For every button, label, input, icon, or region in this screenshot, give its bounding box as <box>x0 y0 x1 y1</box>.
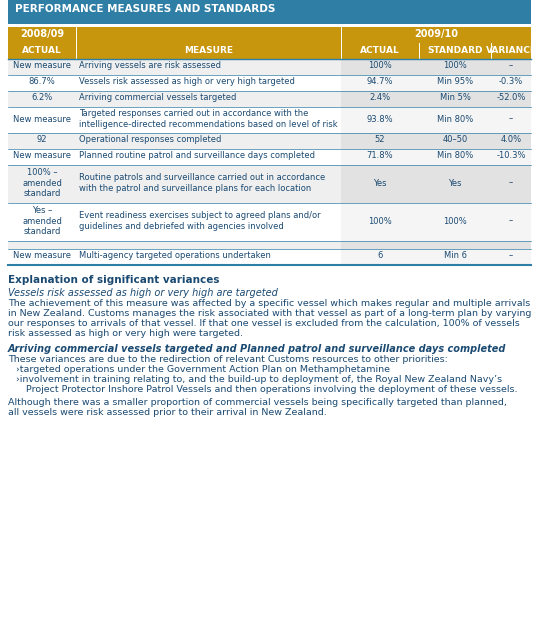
Text: 100%: 100% <box>368 216 392 225</box>
Text: Arriving commercial vessels targeted and Planned patrol and surveillance days co: Arriving commercial vessels targeted and… <box>8 344 506 354</box>
Bar <box>341 241 531 249</box>
Bar <box>8 27 531 43</box>
Text: in New Zealand. Customs manages the risk associated with that vessel as part of : in New Zealand. Customs manages the risk… <box>8 309 531 318</box>
Text: Min 80%: Min 80% <box>437 115 473 123</box>
Text: Explanation of significant variances: Explanation of significant variances <box>8 275 219 285</box>
Text: 100%: 100% <box>368 61 392 70</box>
Text: The achievement of this measure was affected by a specific vessel which makes re: The achievement of this measure was affe… <box>8 299 530 308</box>
Bar <box>8 241 531 249</box>
Text: 2009/10: 2009/10 <box>414 29 458 39</box>
Text: ACTUAL: ACTUAL <box>22 46 62 55</box>
Text: Arriving vessels are risk assessed: Arriving vessels are risk assessed <box>79 61 221 70</box>
Text: 100%: 100% <box>443 216 467 225</box>
Bar <box>341 165 531 203</box>
Text: –: – <box>509 61 513 70</box>
Text: VARIANCE: VARIANCE <box>486 46 536 55</box>
Bar <box>8 59 531 75</box>
Text: 71.8%: 71.8% <box>367 151 393 161</box>
Text: Arriving commercial vessels targeted: Arriving commercial vessels targeted <box>79 94 237 103</box>
Text: Min 80%: Min 80% <box>437 151 473 161</box>
Text: 40–50: 40–50 <box>443 135 468 144</box>
Text: 93.8%: 93.8% <box>367 115 393 123</box>
Text: –: – <box>509 115 513 123</box>
Text: -52.0%: -52.0% <box>496 94 526 103</box>
Text: Min 6: Min 6 <box>444 251 466 261</box>
Bar <box>8 249 531 265</box>
Text: New measure: New measure <box>13 115 71 123</box>
Bar <box>341 75 531 91</box>
Bar <box>341 149 531 165</box>
Text: 86.7%: 86.7% <box>29 77 56 87</box>
Text: PERFORMANCE MEASURES AND STANDARDS: PERFORMANCE MEASURES AND STANDARDS <box>15 4 275 14</box>
Text: STANDARD: STANDARD <box>427 46 483 55</box>
Text: Min 95%: Min 95% <box>437 77 473 87</box>
Text: 2008/09: 2008/09 <box>20 29 64 39</box>
Text: Event readiness exercises subject to agreed plans and/or
guidelines and debriefe: Event readiness exercises subject to agr… <box>79 211 321 230</box>
Bar <box>8 75 531 91</box>
Bar <box>8 133 531 149</box>
Text: Project Protector Inshore Patrol Vessels and then operations involving the deplo: Project Protector Inshore Patrol Vessels… <box>26 385 517 394</box>
Text: all vessels were risk assessed prior to their arrival in New Zealand.: all vessels were risk assessed prior to … <box>8 408 327 417</box>
Text: Yes: Yes <box>448 179 462 187</box>
Bar <box>341 249 531 265</box>
Text: These variances are due to the redirection of relevant Customs resources to othe: These variances are due to the redirecti… <box>8 355 448 364</box>
Text: –: – <box>509 179 513 187</box>
Text: 6: 6 <box>377 251 383 261</box>
Text: 6.2%: 6.2% <box>31 94 53 103</box>
Text: –: – <box>509 216 513 225</box>
Text: 94.7%: 94.7% <box>367 77 393 87</box>
Text: ›involvement in training relating to, and the build-up to deployment of, the Roy: ›involvement in training relating to, an… <box>16 375 502 384</box>
Text: Min 5%: Min 5% <box>440 94 471 103</box>
Text: MEASURE: MEASURE <box>184 46 233 55</box>
Text: New measure: New measure <box>13 251 71 261</box>
Text: ACTUAL: ACTUAL <box>360 46 400 55</box>
Text: Vessels risk assessed as high or very high are targeted: Vessels risk assessed as high or very hi… <box>8 288 278 298</box>
Text: Routine patrols and surveillance carried out in accordance
with the patrol and s: Routine patrols and surveillance carried… <box>79 173 325 192</box>
Text: 100% –
amended
standard: 100% – amended standard <box>22 168 62 198</box>
Bar <box>8 203 531 241</box>
Text: risk assessed as high or very high were targeted.: risk assessed as high or very high were … <box>8 329 243 338</box>
Text: Multi-agency targeted operations undertaken: Multi-agency targeted operations underta… <box>79 251 271 261</box>
Bar <box>8 165 531 203</box>
Bar <box>341 107 531 133</box>
Text: 2.4%: 2.4% <box>369 94 391 103</box>
Text: -10.3%: -10.3% <box>496 151 526 161</box>
Text: 92: 92 <box>37 135 47 144</box>
Bar <box>8 0 531 24</box>
Bar <box>341 203 531 241</box>
Text: New measure: New measure <box>13 61 71 70</box>
Text: Operational responses completed: Operational responses completed <box>79 135 222 144</box>
Text: Although there was a smaller proportion of commercial vessels being specifically: Although there was a smaller proportion … <box>8 398 507 407</box>
Text: our responses to arrivals of that vessel. If that one vessel is excluded from th: our responses to arrivals of that vessel… <box>8 319 520 328</box>
Bar <box>8 107 531 133</box>
Bar <box>8 91 531 107</box>
Text: ›targeted operations under the Government Action Plan on Methamphetamine: ›targeted operations under the Governmen… <box>16 365 390 374</box>
Text: 52: 52 <box>375 135 385 144</box>
Text: Yes: Yes <box>373 179 387 187</box>
Bar <box>8 149 531 165</box>
Bar <box>8 43 531 59</box>
Bar <box>341 59 531 75</box>
Text: –: – <box>509 251 513 261</box>
Text: Targeted responses carried out in accordance with the
intelligence-directed reco: Targeted responses carried out in accord… <box>79 110 337 128</box>
Text: 4.0%: 4.0% <box>500 135 522 144</box>
Text: New measure: New measure <box>13 151 71 161</box>
Text: Vessels risk assessed as high or very high targeted: Vessels risk assessed as high or very hi… <box>79 77 295 87</box>
Text: -0.3%: -0.3% <box>499 77 523 87</box>
Text: Planned routine patrol and surveillance days completed: Planned routine patrol and surveillance … <box>79 151 315 161</box>
Bar <box>341 133 531 149</box>
Text: 100%: 100% <box>443 61 467 70</box>
Text: Yes –
amended
standard: Yes – amended standard <box>22 206 62 236</box>
Bar <box>341 91 531 107</box>
